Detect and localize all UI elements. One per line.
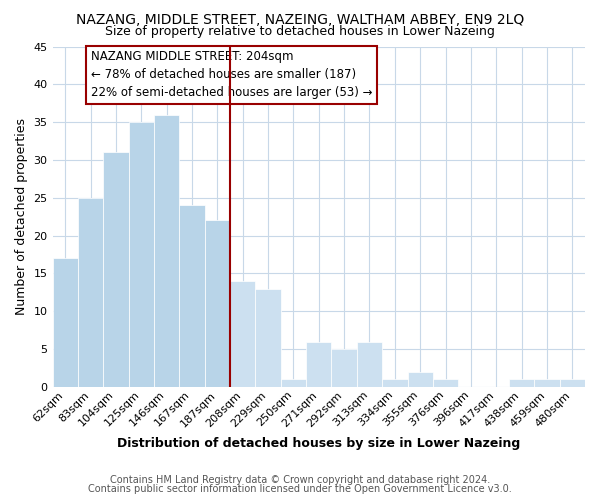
Bar	[103, 152, 128, 387]
Text: Contains public sector information licensed under the Open Government Licence v3: Contains public sector information licen…	[88, 484, 512, 494]
Bar	[179, 206, 205, 387]
Bar	[205, 220, 230, 387]
Bar	[433, 380, 458, 387]
Bar	[560, 380, 585, 387]
Text: NAZANG, MIDDLE STREET, NAZEING, WALTHAM ABBEY, EN9 2LQ: NAZANG, MIDDLE STREET, NAZEING, WALTHAM …	[76, 12, 524, 26]
Bar	[306, 342, 331, 387]
Bar	[331, 349, 357, 387]
Bar	[78, 198, 103, 387]
Bar	[281, 380, 306, 387]
Text: NAZANG MIDDLE STREET: 204sqm
← 78% of detached houses are smaller (187)
22% of s: NAZANG MIDDLE STREET: 204sqm ← 78% of de…	[91, 50, 372, 100]
X-axis label: Distribution of detached houses by size in Lower Nazeing: Distribution of detached houses by size …	[117, 437, 520, 450]
Bar	[154, 114, 179, 387]
Bar	[230, 281, 256, 387]
Bar	[128, 122, 154, 387]
Bar	[256, 288, 281, 387]
Text: Size of property relative to detached houses in Lower Nazeing: Size of property relative to detached ho…	[105, 25, 495, 38]
Bar	[382, 380, 407, 387]
Y-axis label: Number of detached properties: Number of detached properties	[15, 118, 28, 315]
Bar	[534, 380, 560, 387]
Text: Contains HM Land Registry data © Crown copyright and database right 2024.: Contains HM Land Registry data © Crown c…	[110, 475, 490, 485]
Bar	[53, 258, 78, 387]
Bar	[407, 372, 433, 387]
Bar	[509, 380, 534, 387]
Bar	[357, 342, 382, 387]
